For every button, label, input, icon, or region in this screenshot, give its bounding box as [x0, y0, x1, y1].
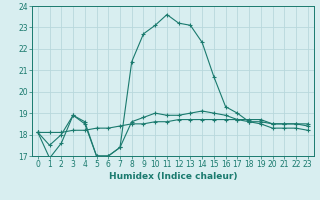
X-axis label: Humidex (Indice chaleur): Humidex (Indice chaleur) — [108, 172, 237, 181]
